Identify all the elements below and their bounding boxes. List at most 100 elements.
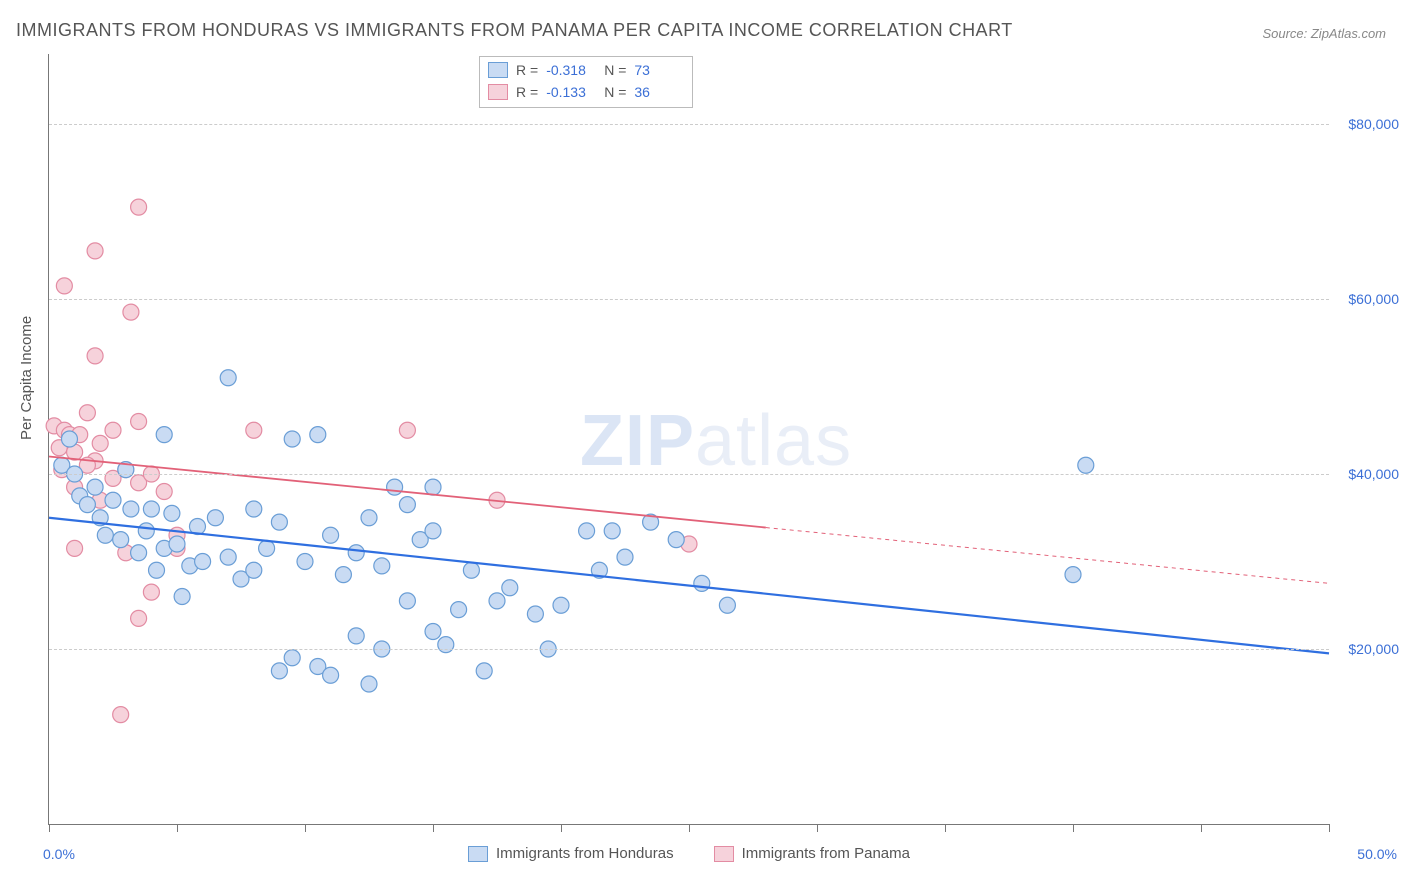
data-point	[123, 304, 139, 320]
data-point	[502, 580, 518, 596]
data-point	[87, 479, 103, 495]
x-tick	[305, 824, 306, 832]
data-point	[374, 558, 390, 574]
data-point	[87, 243, 103, 259]
data-point	[113, 707, 129, 723]
data-point	[348, 628, 364, 644]
data-point	[271, 514, 287, 530]
data-point	[297, 554, 313, 570]
data-point	[425, 523, 441, 539]
data-point	[164, 505, 180, 521]
data-point	[310, 427, 326, 443]
data-point	[220, 549, 236, 565]
data-point	[67, 540, 83, 556]
data-point	[1078, 457, 1094, 473]
source-attribution: Source: ZipAtlas.com	[1262, 26, 1386, 41]
data-point	[335, 567, 351, 583]
gridline	[49, 649, 1329, 650]
data-point	[668, 532, 684, 548]
x-tick	[1073, 824, 1074, 832]
data-point	[694, 575, 710, 591]
data-point	[56, 278, 72, 294]
legend-item-panama: Immigrants from Panama	[714, 845, 910, 862]
x-end-label: 50.0%	[1357, 846, 1397, 862]
data-point	[195, 554, 211, 570]
data-point	[138, 523, 154, 539]
x-tick	[433, 824, 434, 832]
data-point	[79, 405, 95, 421]
data-point	[143, 501, 159, 517]
legend-label-panama: Immigrants from Panama	[742, 845, 910, 862]
data-point	[399, 422, 415, 438]
plot-area: R = -0.318 N = 73 R = -0.133 N = 36 Immi…	[48, 54, 1329, 825]
x-tick	[561, 824, 562, 832]
data-point	[131, 610, 147, 626]
y-axis-title: Per Capita Income	[18, 316, 35, 440]
trend-line-dashed	[766, 528, 1329, 584]
data-point	[323, 527, 339, 543]
data-point	[246, 422, 262, 438]
data-point	[553, 597, 569, 613]
data-point	[87, 348, 103, 364]
data-point	[604, 523, 620, 539]
gridline	[49, 124, 1329, 125]
scatter-svg	[49, 54, 1329, 824]
data-point	[149, 562, 165, 578]
data-point	[361, 676, 377, 692]
gridline	[49, 299, 1329, 300]
x-tick	[1201, 824, 1202, 832]
data-point	[113, 532, 129, 548]
data-point	[220, 370, 236, 386]
data-point	[246, 562, 262, 578]
data-point	[92, 435, 108, 451]
gridline	[49, 474, 1329, 475]
data-point	[131, 545, 147, 561]
legend-label-honduras: Immigrants from Honduras	[496, 845, 674, 862]
data-point	[438, 637, 454, 653]
data-point	[579, 523, 595, 539]
legend-swatch-honduras	[468, 846, 488, 862]
data-point	[463, 562, 479, 578]
data-point	[399, 497, 415, 513]
data-point	[156, 484, 172, 500]
legend-bottom: Immigrants from Honduras Immigrants from…	[49, 845, 1329, 862]
data-point	[131, 199, 147, 215]
x-tick	[817, 824, 818, 832]
data-point	[399, 593, 415, 609]
legend-item-honduras: Immigrants from Honduras	[468, 845, 674, 862]
y-tick-label: $80,000	[1339, 116, 1399, 132]
data-point	[61, 431, 77, 447]
data-point	[79, 497, 95, 513]
data-point	[259, 540, 275, 556]
legend-swatch-panama	[714, 846, 734, 862]
x-tick	[1329, 824, 1330, 832]
data-point	[617, 549, 633, 565]
data-point	[105, 492, 121, 508]
data-point	[425, 479, 441, 495]
data-point	[271, 663, 287, 679]
data-point	[387, 479, 403, 495]
y-tick-label: $40,000	[1339, 466, 1399, 482]
y-tick-label: $20,000	[1339, 641, 1399, 657]
x-tick	[689, 824, 690, 832]
data-point	[207, 510, 223, 526]
data-point	[131, 414, 147, 430]
x-start-label: 0.0%	[43, 846, 75, 862]
data-point	[323, 667, 339, 683]
data-point	[489, 593, 505, 609]
data-point	[169, 536, 185, 552]
data-point	[97, 527, 113, 543]
data-point	[451, 602, 467, 618]
data-point	[527, 606, 543, 622]
data-point	[174, 589, 190, 605]
data-point	[123, 501, 139, 517]
data-point	[361, 510, 377, 526]
data-point	[246, 501, 262, 517]
data-point	[284, 431, 300, 447]
data-point	[143, 584, 159, 600]
data-point	[719, 597, 735, 613]
x-tick	[177, 824, 178, 832]
chart-title: IMMIGRANTS FROM HONDURAS VS IMMIGRANTS F…	[16, 20, 1013, 41]
data-point	[476, 663, 492, 679]
y-tick-label: $60,000	[1339, 291, 1399, 307]
